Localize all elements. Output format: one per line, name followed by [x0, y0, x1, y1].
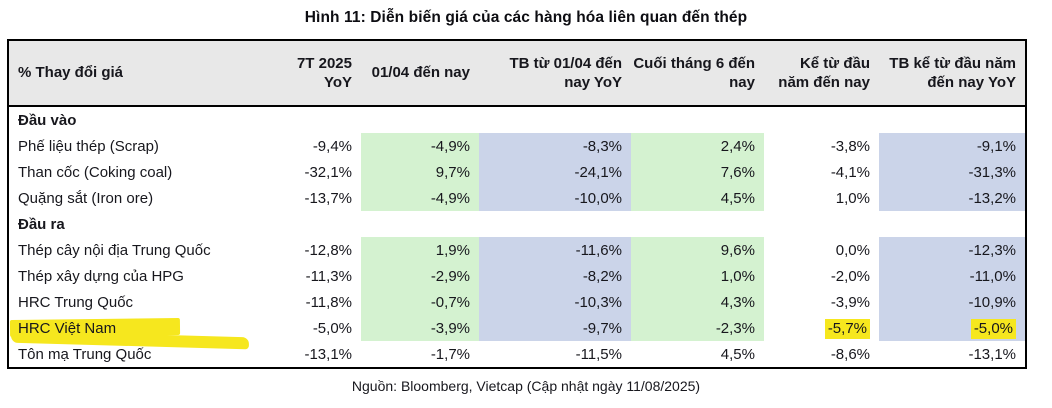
cell-value: -24,1%: [479, 159, 631, 185]
column-header-avg-since-0104-yoy: TB từ 01/04 đến nay YoY: [479, 40, 631, 107]
table-row-coking-coal: Than cốc (Coking coal) -32,1% 9,7% -24,1…: [8, 159, 1026, 185]
cell-value: -32,1%: [304, 163, 352, 181]
cell-empty: [879, 106, 1026, 133]
cell-value: -4,9%: [361, 185, 479, 211]
cell-empty: [631, 211, 764, 237]
cell-value: -11,6%: [479, 237, 631, 263]
cell-value: 1,0%: [631, 263, 764, 289]
cell-empty: [281, 211, 361, 237]
row-label: Thép cây nội địa Trung Quốc: [18, 241, 211, 259]
section-label: Đầu vào: [18, 111, 77, 129]
column-header-ytd: Kể từ đầu năm đến nay: [764, 40, 879, 107]
row-label-highlighted: HRC Việt Nam: [8, 315, 281, 350]
row-label: Tôn mạ Trung Quốc: [18, 345, 152, 363]
column-header-avg-ytd-yoy: TB kể từ đầu năm đến nay YoY: [879, 40, 1026, 107]
cell-value: -9,1%: [879, 133, 1026, 159]
yellow-highlight: -5,7%: [824, 318, 870, 339]
row-label: Thép xây dựng của HPG: [18, 267, 184, 285]
figure-title: Hình 11: Diễn biến giá của các hàng hóa …: [304, 9, 748, 26]
table-row-iron-ore: Quặng sắt (Iron ore) -13,7% -4,9% -10,0%…: [8, 185, 1026, 211]
column-header-metric: % Thay đổi giá: [8, 40, 281, 107]
cell-empty: [631, 106, 764, 133]
column-header-since-0104: 01/04 đến nay: [361, 40, 479, 107]
table-row-scrap: Phế liệu thép (Scrap) -9,4% -4,9% -8,3% …: [8, 133, 1026, 159]
cell-value: -3,8%: [830, 137, 870, 155]
yellow-highlight: -5,0%: [970, 318, 1016, 339]
cell-value: 9,7%: [361, 159, 479, 185]
cell-value: -11,8%: [305, 293, 352, 311]
cell-value: -13,7%: [304, 189, 352, 207]
row-label: Phế liệu thép (Scrap): [18, 137, 159, 155]
cell-value: 7,6%: [631, 159, 764, 185]
cell-empty: [281, 106, 361, 133]
cell-value: -13,2%: [879, 185, 1026, 211]
cell-value: -12,8%: [304, 241, 352, 259]
table-row-china-coated-sheet: Tôn mạ Trung Quốc -13,1% -1,7% -11,5% 4,…: [8, 341, 1026, 368]
cell-value: 1,9%: [361, 237, 479, 263]
cell-value: -5,0%: [312, 319, 352, 337]
cell-value: -11,0%: [879, 263, 1026, 289]
cell-value: -10,0%: [479, 185, 631, 211]
cell-value: -0,7%: [361, 289, 479, 315]
cell-empty: [361, 211, 479, 237]
row-label: Quặng sắt (Iron ore): [18, 189, 154, 207]
cell-value: -2,9%: [361, 263, 479, 289]
table-header-row: % Thay đổi giá 7T 2025 YoY 01/04 đến nay…: [8, 40, 1026, 107]
cell-value: -2,3%: [631, 315, 764, 341]
row-label-text: HRC Việt Nam: [18, 319, 117, 337]
cell-value: -9,7%: [479, 315, 631, 341]
row-label: HRC Trung Quốc: [18, 293, 134, 311]
section-row-inputs: Đầu vào: [8, 106, 1026, 133]
column-header-7t2025-yoy: 7T 2025 YoY: [281, 40, 361, 107]
price-change-table: % Thay đổi giá 7T 2025 YoY 01/04 đến nay…: [7, 39, 1027, 369]
cell-value: 4,5%: [720, 345, 755, 363]
cell-value-highlighted: -5,0%: [879, 315, 1026, 341]
cell-empty: [879, 211, 1026, 237]
cell-value: -10,9%: [879, 289, 1026, 315]
cell-value: -9,4%: [312, 137, 352, 155]
row-label: Than cốc (Coking coal): [18, 163, 173, 181]
cell-value: -13,1%: [968, 345, 1016, 363]
cell-value: -10,3%: [479, 289, 631, 315]
cell-value: 2,4%: [631, 133, 764, 159]
cell-value: -3,9%: [830, 293, 870, 311]
cell-value: 4,3%: [631, 289, 764, 315]
cell-value: -2,0%: [830, 267, 870, 285]
cell-value: -4,9%: [361, 133, 479, 159]
cell-value-highlighted: -5,7%: [764, 315, 879, 341]
cell-value: -11,3%: [305, 267, 352, 285]
section-label: Đầu ra: [18, 215, 65, 233]
cell-value: -12,3%: [879, 237, 1026, 263]
cell-value: -8,2%: [479, 263, 631, 289]
cell-value: -31,3%: [879, 159, 1026, 185]
cell-value: -4,1%: [830, 163, 870, 181]
source-note: Nguồn: Bloomberg, Vietcap (Cập nhật ngày…: [351, 378, 701, 394]
table-row-china-hrc: HRC Trung Quốc -11,8% -0,7% -10,3% 4,3% …: [8, 289, 1026, 315]
cell-empty: [764, 106, 879, 133]
table-row-china-rebar: Thép cây nội địa Trung Quốc -12,8% 1,9% …: [8, 237, 1026, 263]
cell-empty: [479, 211, 631, 237]
cell-empty: [479, 106, 631, 133]
cell-value: -8,3%: [479, 133, 631, 159]
cell-value: 0,0%: [835, 241, 870, 259]
cell-value: -13,1%: [304, 345, 352, 363]
section-row-outputs: Đầu ra: [8, 211, 1026, 237]
cell-value: -1,7%: [430, 345, 470, 363]
cell-value: 1,0%: [835, 189, 870, 207]
column-header-since-end-june: Cuối tháng 6 đến nay: [631, 40, 764, 107]
cell-value: -8,6%: [830, 345, 870, 363]
cell-empty: [361, 106, 479, 133]
table-row-hpg-construction-steel: Thép xây dựng của HPG -11,3% -2,9% -8,2%…: [8, 263, 1026, 289]
table-row-vietnam-hrc: HRC Việt Nam -5,0% -3,9% -9,7% -2,3% -5,…: [8, 315, 1026, 350]
cell-value: -11,5%: [575, 345, 622, 363]
cell-empty: [764, 211, 879, 237]
cell-value: 4,5%: [631, 185, 764, 211]
cell-value: -3,9%: [361, 315, 479, 341]
cell-value: 9,6%: [631, 237, 764, 263]
